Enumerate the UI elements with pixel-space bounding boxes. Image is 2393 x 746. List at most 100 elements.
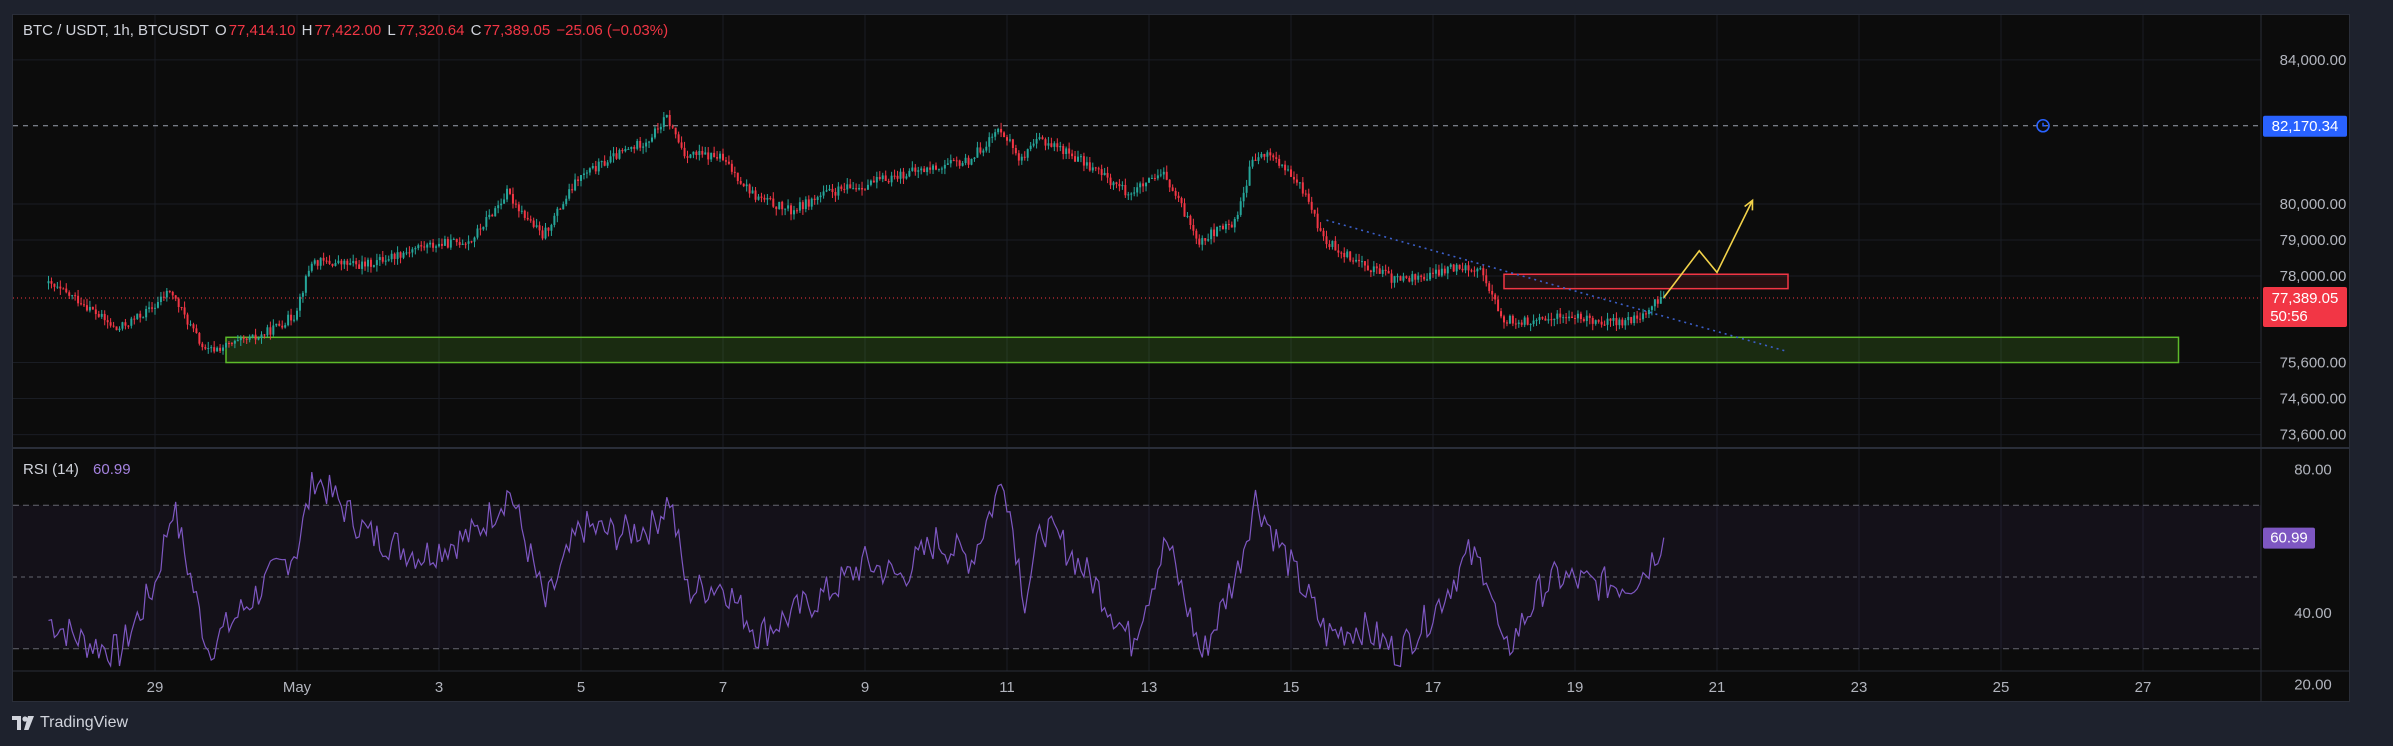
descending-trendline[interactable] xyxy=(1326,219,1789,353)
tradingview-brand[interactable]: TradingView xyxy=(12,714,128,732)
candle-down xyxy=(1358,259,1361,262)
candle-down xyxy=(547,227,550,231)
candle-down xyxy=(491,214,494,217)
candle-down xyxy=(1301,182,1304,194)
candle-up xyxy=(1372,266,1375,273)
candle-down xyxy=(559,208,562,210)
chart-svg[interactable]: 29 May 3 5 7 9 11 13 15 17 19 21 23 25 27 84,000.00 80,0… xyxy=(13,15,2349,701)
candle-down xyxy=(1023,156,1026,158)
projection-path[interactable] xyxy=(1663,200,1754,299)
candle-down xyxy=(80,303,83,305)
candle-up xyxy=(689,154,692,158)
candle-down xyxy=(1343,253,1346,258)
candle-down xyxy=(615,153,618,159)
candle-up xyxy=(949,160,952,164)
candle-down xyxy=(1565,317,1568,319)
candle-down xyxy=(399,252,402,258)
x-tick-label: 27 xyxy=(2135,679,2152,696)
candle-up xyxy=(88,306,91,311)
candle-up xyxy=(1455,264,1458,272)
candle-down xyxy=(1011,139,1014,148)
rsi-label: RSI (14) xyxy=(23,461,79,478)
candle-down xyxy=(358,264,361,269)
candle-down xyxy=(1177,195,1180,199)
candle-down xyxy=(1349,251,1352,261)
candle-down xyxy=(834,191,837,196)
candle-up xyxy=(1257,157,1260,161)
candle-down xyxy=(1609,318,1612,321)
candle-down xyxy=(1088,162,1091,171)
candle-down xyxy=(967,157,970,165)
rsi-legend[interactable]: RSI (14) 60.99 xyxy=(23,461,133,478)
resistance-zone[interactable] xyxy=(1503,273,1789,290)
candle-up xyxy=(121,322,124,329)
alert-clock-icon[interactable] xyxy=(2036,118,2050,133)
candle-down xyxy=(91,306,94,310)
candle-down xyxy=(674,127,677,135)
candle-up xyxy=(1224,223,1227,230)
candle-down xyxy=(514,203,517,205)
candle-up xyxy=(991,136,994,138)
chart-frame[interactable]: 29 May 3 5 7 9 11 13 15 17 19 21 23 25 27 84,000.00 80,0… xyxy=(12,14,2350,702)
candle-up xyxy=(334,263,337,266)
candle-down xyxy=(219,347,222,351)
candle-down xyxy=(517,204,520,212)
x-tick-label: 15 xyxy=(1283,679,1300,696)
candle-up xyxy=(982,150,985,153)
candle-down xyxy=(1316,213,1319,229)
candle-down xyxy=(736,172,739,182)
candle-down xyxy=(1603,324,1606,326)
candle-up xyxy=(787,205,790,209)
support-zone[interactable] xyxy=(225,336,2180,364)
candle-down xyxy=(878,176,881,180)
candle-down xyxy=(174,295,177,299)
candle-up xyxy=(1266,152,1269,157)
candle-up xyxy=(869,180,872,185)
candle-down xyxy=(1006,137,1008,141)
horizontal-line-price: 82,170.34 xyxy=(2272,118,2339,135)
candle-up xyxy=(343,260,346,265)
candle-up xyxy=(1429,272,1432,280)
candle-down xyxy=(864,189,866,191)
candle-down xyxy=(686,156,689,158)
candle-up xyxy=(1627,317,1630,321)
candle-up xyxy=(476,228,479,238)
candle-up xyxy=(1260,153,1263,158)
candle-down xyxy=(1420,275,1423,277)
candle-up xyxy=(1393,276,1396,283)
candle-up xyxy=(1659,297,1662,304)
candle-up xyxy=(148,307,151,309)
candle-up xyxy=(1156,175,1159,179)
candle-down xyxy=(914,167,917,172)
candle-up xyxy=(866,184,869,190)
candle-down xyxy=(1310,201,1313,210)
candle-down xyxy=(772,198,775,207)
candle-up xyxy=(47,281,50,284)
candle-down xyxy=(668,115,671,127)
candle-up xyxy=(1606,318,1609,325)
candle-up xyxy=(574,179,577,191)
candle-up xyxy=(1411,274,1414,282)
candle-up xyxy=(822,191,825,196)
candle-down xyxy=(680,142,683,148)
candle-down xyxy=(1304,193,1307,195)
candle-down xyxy=(109,322,112,326)
candle-down xyxy=(594,166,597,172)
candle-down xyxy=(1325,236,1328,245)
candle-up xyxy=(1553,318,1556,320)
candle-down xyxy=(1003,132,1006,138)
candle-down xyxy=(1520,322,1523,325)
candle-up xyxy=(467,241,470,244)
candle-up xyxy=(1159,174,1162,176)
symbol-label[interactable]: BTC / USDT, 1h, BTCUSDT xyxy=(23,22,209,39)
candle-up xyxy=(443,239,446,246)
rsi-line xyxy=(48,472,1665,668)
candle-down xyxy=(1452,264,1455,272)
alert-clock-face xyxy=(2036,118,2050,133)
candle-up xyxy=(1236,214,1239,220)
candle-up xyxy=(1568,316,1571,319)
candle-up xyxy=(1517,322,1520,324)
candle-up xyxy=(145,308,148,318)
candle-up xyxy=(1532,320,1535,324)
x-tick-label: 29 xyxy=(147,679,164,696)
